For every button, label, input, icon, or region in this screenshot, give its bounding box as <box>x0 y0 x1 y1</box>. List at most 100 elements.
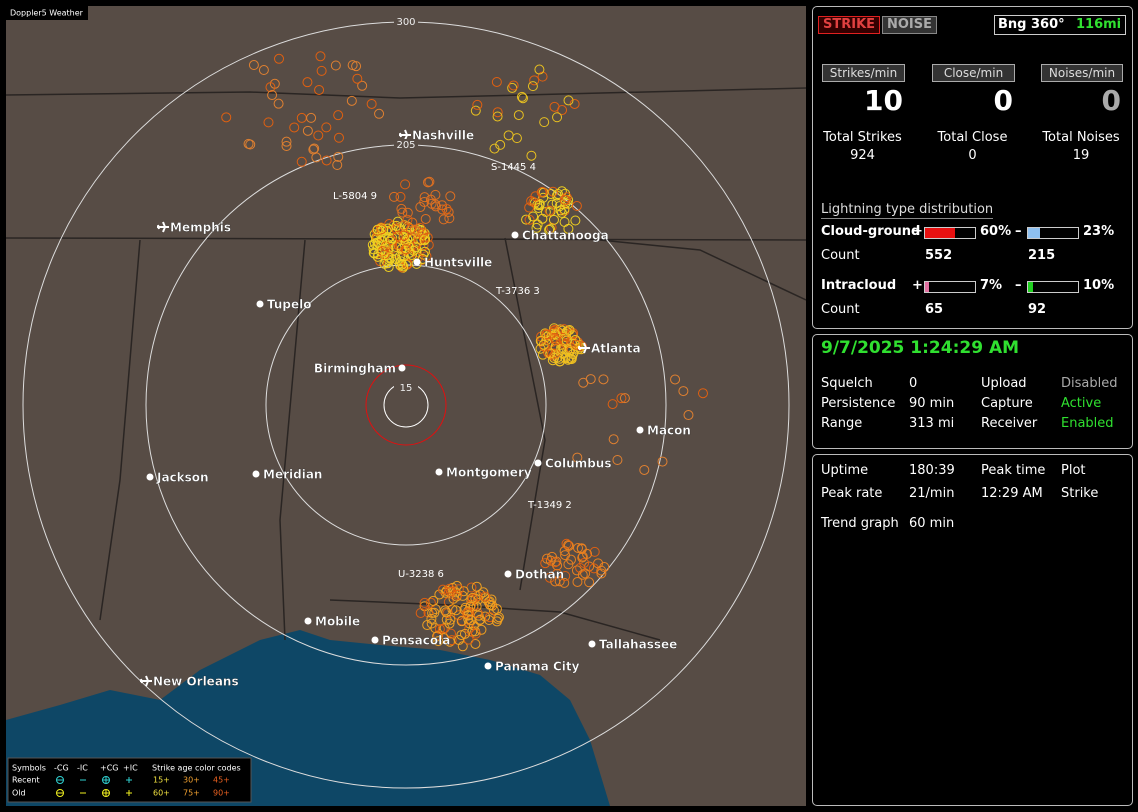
strike-symbol <box>598 374 609 385</box>
strike-symbol <box>437 204 448 215</box>
strike-symbol <box>398 261 409 272</box>
legend-row: Recent <box>12 776 40 785</box>
strike-symbol <box>508 80 519 91</box>
strike-symbol <box>657 456 668 467</box>
strike-symbol <box>399 230 410 241</box>
storm-label: T-3736 3 <box>495 286 540 297</box>
noise-button[interactable]: NOISE <box>882 16 938 34</box>
count-label: Count <box>821 302 860 317</box>
legend-label: Strike age color codes <box>152 764 241 773</box>
receiver-field: Upload <box>981 376 1027 391</box>
strike-symbol <box>516 91 527 102</box>
bar-track <box>924 281 976 293</box>
city-label: Panama City <box>495 660 580 674</box>
strike-symbol <box>448 593 459 604</box>
rate-label[interactable]: Strikes/min <box>822 64 905 82</box>
strike-symbol <box>221 112 232 123</box>
strike-symbol <box>549 324 560 335</box>
bar-track <box>1027 281 1079 293</box>
strike-symbol <box>418 233 429 244</box>
rate-label[interactable]: Noises/min <box>1041 64 1123 82</box>
strike-panel <box>812 6 1133 329</box>
strike-symbol <box>419 597 430 608</box>
legend-type: +IC <box>123 764 138 773</box>
sign: + <box>912 224 923 239</box>
strike-symbol <box>557 105 568 116</box>
strike-symbol <box>452 589 463 600</box>
strike-symbol <box>561 192 572 203</box>
city-label: Huntsville <box>424 256 492 270</box>
strike-symbol <box>563 95 574 106</box>
strike-symbol <box>267 90 278 101</box>
sign: – <box>1015 278 1022 293</box>
strike-symbol <box>559 546 570 557</box>
strike-symbol <box>289 122 300 133</box>
strike-symbol <box>683 410 694 421</box>
strike-symbol <box>524 214 535 225</box>
airport-icon <box>399 129 411 141</box>
city-label: Dothan <box>515 568 564 582</box>
strike-symbol <box>424 176 435 187</box>
pct-label: 7% <box>980 278 1003 293</box>
strike-symbol <box>545 206 556 217</box>
strike-symbol <box>534 64 545 75</box>
distance: 116mi <box>1076 17 1122 32</box>
trend-label: Trend graph <box>821 516 899 531</box>
city-dot <box>256 300 264 308</box>
legend-type: -IC <box>77 764 88 773</box>
ring-label: 205 <box>396 140 415 151</box>
city-label: Chattanooga <box>522 229 609 243</box>
strike-symbol <box>607 399 618 410</box>
strike-symbol <box>314 84 325 95</box>
strike-symbol <box>563 354 574 365</box>
stat-field: Peak rate <box>821 486 883 501</box>
strike-symbol <box>535 335 546 346</box>
legend-symbol <box>56 789 64 797</box>
pct-label: 60% <box>980 224 1012 239</box>
strike-symbol <box>392 216 403 227</box>
city-dot <box>534 459 542 467</box>
strike-symbol <box>467 593 478 604</box>
strike-symbol <box>517 93 528 104</box>
strike-symbol <box>463 634 474 645</box>
strike-symbol <box>596 565 607 576</box>
strike-symbol <box>333 110 344 121</box>
strike-symbol <box>572 452 583 463</box>
strike-symbol <box>575 562 586 573</box>
strike-symbol <box>544 224 555 235</box>
rate-label[interactable]: Close/min <box>932 64 1015 82</box>
strike-symbol <box>330 60 341 71</box>
strike-symbol <box>552 560 563 571</box>
strike-symbol <box>398 251 409 262</box>
strike-symbol <box>528 211 539 222</box>
strike-symbol <box>392 230 403 241</box>
legend-label: Symbols <box>12 764 46 773</box>
strike-symbol <box>537 213 548 224</box>
stat-field: Strike <box>1061 486 1099 501</box>
range-ring <box>365 364 447 446</box>
strike-symbol <box>446 635 457 646</box>
strike-symbol <box>441 607 452 618</box>
strike-symbol <box>539 341 550 352</box>
strike-symbol <box>418 249 429 260</box>
rate-value: 0 <box>1101 84 1121 117</box>
strike-symbol <box>438 214 449 225</box>
strike-symbol <box>566 354 577 365</box>
strike-symbol <box>539 117 550 128</box>
strike-symbol <box>530 191 541 202</box>
strike-button[interactable]: STRIKE <box>818 16 881 34</box>
strike-symbol <box>395 191 406 202</box>
strike-symbol <box>472 99 483 110</box>
strike-symbol <box>471 581 482 592</box>
strike-symbol <box>444 213 455 224</box>
strike-symbol <box>473 594 484 605</box>
map-title: Doppler5 Weather <box>10 9 84 18</box>
strike-symbol <box>372 224 383 235</box>
strike-symbol <box>447 604 458 615</box>
strike-symbol <box>560 570 571 581</box>
strike-symbol <box>489 143 500 154</box>
total-value: 0 <box>968 148 977 163</box>
strike-symbol <box>563 223 574 234</box>
stat-field: 21/min <box>909 486 955 501</box>
